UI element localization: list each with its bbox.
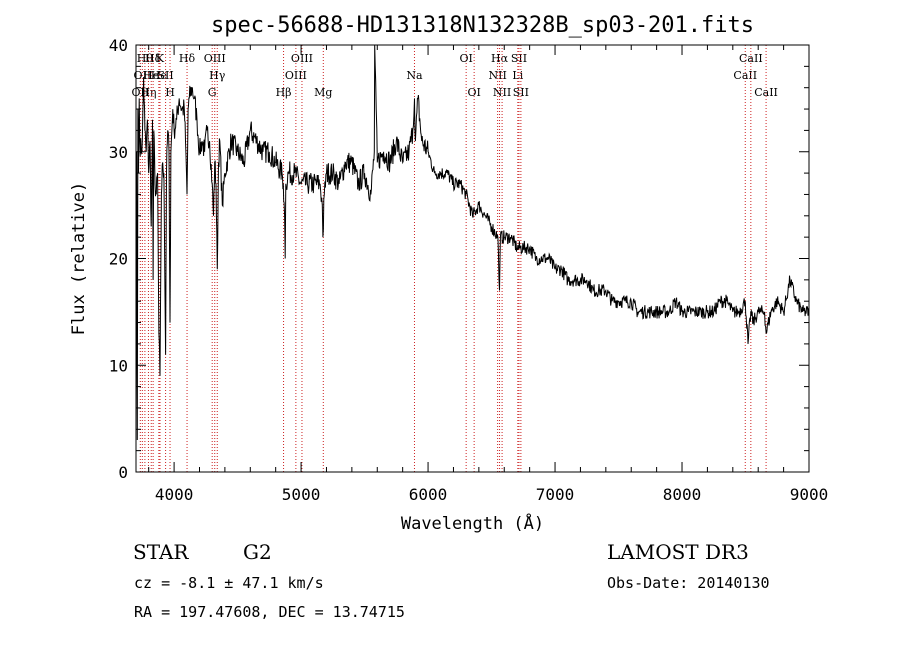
spectral-line-label: H	[165, 86, 175, 99]
spectrum-chart: spec-56688-HD131318N132328B_sp03-201.fit…	[69, 13, 829, 534]
x-tick-label: 8000	[663, 485, 702, 504]
spectral-line-label: SII	[511, 52, 527, 65]
spectral-line-label: SII	[513, 86, 529, 99]
coordinates: RA = 197.47608, DEC = 13.74715	[134, 603, 405, 621]
spectral-line-label: CaII	[739, 52, 763, 65]
spectral-line-label: Hδ	[145, 52, 162, 65]
spectral-line-label: SII	[157, 69, 173, 82]
spectral-line-label: OI	[459, 52, 472, 65]
x-axis-label: Wavelength (Å)	[401, 512, 544, 534]
y-axis-label: Flux (relative)	[69, 182, 89, 336]
spectrum-line	[135, 44, 810, 441]
spectral-line-label: OIII	[204, 52, 226, 65]
spectral-line-label: NII	[488, 69, 506, 82]
y-tick-label: 10	[109, 356, 128, 375]
spectral-line-label: OIII	[291, 52, 313, 65]
spectral-line-label: Hδ	[179, 52, 196, 65]
y-tick-label: 40	[109, 36, 128, 55]
x-tick-label: 5000	[282, 485, 321, 504]
survey-name: LAMOST DR3	[607, 540, 749, 564]
spectral-line-label: OII	[133, 69, 151, 82]
observation-date: Obs-Date: 20140130	[607, 574, 770, 592]
object-subclass: G2	[243, 540, 272, 564]
spectral-line-label: G	[208, 86, 217, 99]
spectral-line-label: Hβ	[276, 86, 292, 99]
redshift-cz: cz = -8.1 ± 47.1 km/s	[134, 574, 324, 592]
x-tick-label: 4000	[155, 485, 194, 504]
spectral-line-label: CaII	[754, 86, 778, 99]
axis-ticks: 4000 5000 6000 7000 8000 9000 0 10 20 30 40	[109, 36, 829, 504]
plot-frame	[135, 44, 810, 473]
x-tick-label: 9000	[790, 485, 829, 504]
spectral-line-label: Mg	[314, 86, 332, 99]
spectral-line-label: He	[151, 69, 167, 82]
spectral-lines: OIIOIIHθHηHeHδHeKSIIHHδGOIIIHγHβOIIIOIII…	[131, 45, 778, 472]
y-tick-label: 20	[109, 250, 128, 269]
spectral-line-label: Hθ	[137, 52, 154, 65]
y-tick-label: 0	[118, 463, 128, 482]
spectral-line-label: He	[143, 69, 159, 82]
x-tick-label: 6000	[409, 485, 448, 504]
spectral-line-label: Hα	[491, 52, 509, 65]
spectral-line-label: Hγ	[209, 69, 226, 82]
y-tick-label: 30	[109, 143, 128, 162]
spectral-line-label: NII	[493, 86, 511, 99]
spectrum-series	[135, 44, 810, 441]
spectral-line-label: CaII	[733, 69, 757, 82]
spectral-line-label: K	[156, 52, 165, 65]
x-tick-label: 7000	[536, 485, 575, 504]
spectral-line-label: OI	[467, 86, 480, 99]
object-class: STAR	[133, 540, 189, 564]
chart-title: spec-56688-HD131318N132328B_sp03-201.fit…	[211, 13, 754, 38]
spectral-line-label: OIII	[285, 69, 307, 82]
spectral-line-label: Na	[406, 69, 423, 82]
spectral-line-label: Li	[512, 69, 523, 82]
